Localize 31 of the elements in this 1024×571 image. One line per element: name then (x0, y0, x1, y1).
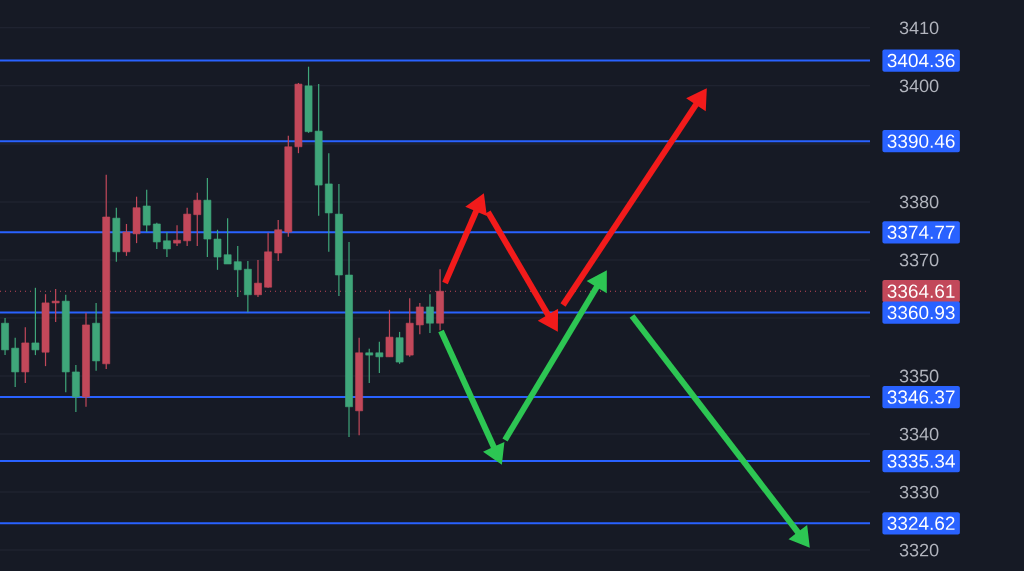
ref-line-label: 3404.36 (887, 53, 955, 68)
y-tick-label: 3330 (899, 485, 939, 499)
candlestick (415, 302, 424, 335)
candlestick (274, 219, 283, 262)
y-tick-label: 3370 (899, 253, 939, 267)
y-tick-label: 3340 (899, 427, 939, 441)
candlestick (193, 192, 202, 247)
ref-line-label: 3390.46 (887, 134, 955, 148)
ref-line-label: 3374.77 (887, 225, 955, 239)
ref-line-label: 3324.62 (887, 516, 955, 531)
candlestick (31, 287, 40, 356)
y-tick-label: 3380 (899, 195, 939, 209)
ref-line-label: 3335.34 (887, 454, 955, 468)
candlestick (142, 189, 151, 233)
candlestick (11, 337, 20, 388)
candlestick (163, 231, 171, 258)
candlestick (375, 341, 384, 374)
candlestick (426, 293, 434, 334)
y-tick-label: 3320 (899, 543, 939, 557)
candlestick (233, 245, 242, 298)
candlestick (254, 259, 262, 298)
y-tick-label: 3400 (899, 79, 939, 93)
candlestick (385, 309, 394, 358)
candlestick (152, 222, 161, 250)
ref-line-label: 3364.61 (887, 284, 955, 298)
ref-line-label: 3346.37 (887, 390, 955, 404)
candlestick (365, 348, 374, 384)
candlestick (173, 224, 181, 247)
y-tick-label: 3350 (899, 369, 939, 383)
ref-line-label: 3360.93 (887, 305, 955, 320)
y-tick-label: 3410 (899, 21, 939, 35)
